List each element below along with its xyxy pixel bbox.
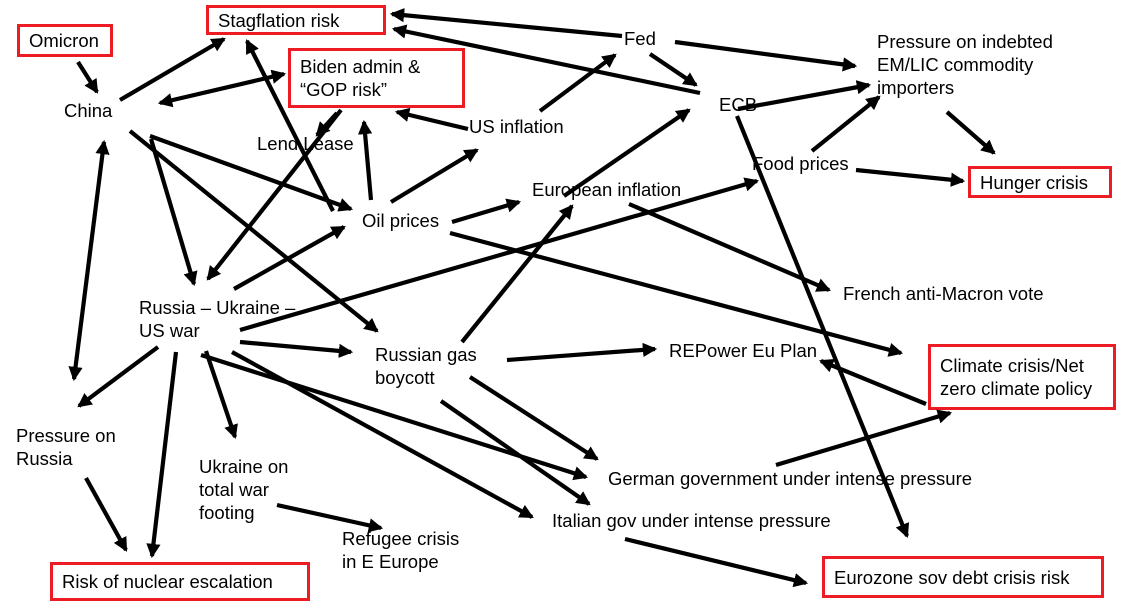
node-frenchvote: French anti-Macron vote: [843, 283, 1044, 304]
node-gasboycott: Russian gas boycott: [375, 344, 477, 388]
node-emlic: Pressure on indebted EM/LIC commodity im…: [877, 31, 1053, 98]
edge-oilprices-to-eurinflation: [451, 198, 522, 225]
edge-italiangov-to-eurozone: [624, 536, 809, 588]
edge-oilprices-to-climate: [449, 230, 904, 357]
edge-china-to-biden: [157, 69, 287, 108]
node-ukrainefooting: Ukraine on total war footing: [199, 456, 289, 523]
edge-war-to-ukrainefooting: [204, 350, 238, 440]
edge-gasboycott-to-repower: [506, 342, 658, 363]
edge-fed-to-ecb: [648, 52, 698, 87]
node-biden: Biden admin & “GOP risk”: [288, 48, 465, 108]
edge-oilprices-to-usinflation: [389, 148, 479, 204]
edge-pressurerussia-to-nuclear: [84, 476, 128, 552]
edge-fed-to-stagflation: [389, 8, 623, 39]
edge-climate-to-repower: [819, 358, 927, 406]
edge-emlic-to-hunger: [945, 110, 996, 155]
edge-war-to-foodprices: [239, 177, 760, 333]
node-usinflation: US inflation: [469, 116, 564, 137]
node-pressurerussia: Pressure on Russia: [16, 425, 116, 469]
node-eurozone: Eurozone sov debt crisis risk: [822, 556, 1104, 598]
node-oilprices: Oil prices: [362, 210, 440, 231]
node-refugee: Refugee crisis in E Europe: [342, 528, 460, 572]
edge-omicron-to-china: [76, 60, 99, 94]
edge-ukrainefooting-to-refugee: [276, 502, 384, 533]
edge-foodprices-to-emlic: [810, 95, 881, 153]
edge-fed-to-emlic: [674, 39, 858, 72]
edge-china-to-stagflation: [118, 37, 226, 102]
edge-gasboycott-to-eurinflation: [460, 204, 574, 344]
edge-war-to-pressurerussia: [77, 345, 160, 408]
node-germangov: German government under intense pressure: [608, 468, 973, 489]
node-fed: Fed: [624, 28, 656, 49]
edge-oilprices-to-biden: [357, 119, 374, 201]
edge-ecb-to-emlic: [737, 80, 872, 112]
node-eurinflation: European inflation: [532, 179, 682, 200]
edge-gasboycott-to-italiangov: [439, 399, 591, 506]
edge-gasboycott-to-germangov: [468, 375, 599, 461]
node-hunger: Hunger crisis: [968, 166, 1112, 198]
node-ecb: ECB: [719, 94, 758, 115]
edge-war-to-oilprices: [232, 225, 346, 291]
edge-usinflation-to-biden: [394, 107, 469, 132]
edge-eurinflation-to-frenchvote: [628, 202, 831, 292]
node-nuclear: Risk of nuclear escalation: [50, 562, 310, 601]
node-war: Russia – Ukraine – US war: [139, 297, 296, 341]
node-climate: Climate crisis/Net zero climate policy: [928, 344, 1116, 410]
node-china: China: [64, 100, 113, 121]
edge-china-to-war: [148, 138, 198, 287]
node-repower: REPower Eu Plan: [669, 340, 818, 361]
edge-usinflation-to-fed: [538, 53, 617, 113]
edge-germangov-to-climate: [775, 409, 953, 468]
edge-war-to-gasboycott: [239, 339, 354, 359]
node-foodprices: Food prices: [752, 153, 849, 174]
edge-foodprices-to-hunger: [855, 167, 966, 187]
node-lendlease: Lend Lease: [257, 133, 354, 154]
edge-war-to-nuclear: [146, 351, 179, 559]
node-italiangov: Italian gov under intense pressure: [552, 510, 831, 531]
node-omicron: Omicron: [17, 24, 113, 57]
node-stagflation: Stagflation risk: [206, 5, 386, 35]
edge-china-to-pressurerussia: [68, 139, 110, 382]
